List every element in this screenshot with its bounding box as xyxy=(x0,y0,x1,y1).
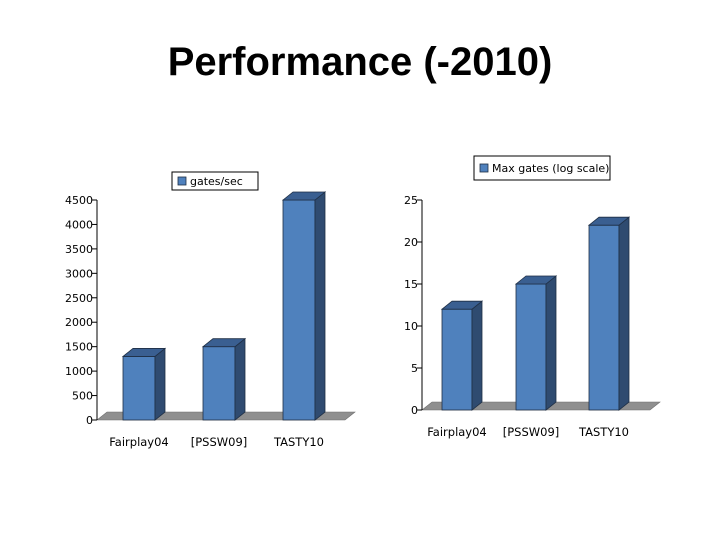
bar-front xyxy=(588,224,620,411)
bar-top xyxy=(201,338,247,348)
bar xyxy=(121,347,167,421)
x-category-label: [PSSW09] xyxy=(503,425,560,439)
legend-box xyxy=(171,171,259,191)
y-tick-label: 15 xyxy=(404,278,418,291)
y-tick-label: 3500 xyxy=(65,243,93,256)
y-tick-label: 0 xyxy=(86,414,93,427)
bar-side xyxy=(618,216,630,411)
x-category-label: [PSSW09] xyxy=(191,435,248,449)
legend-max-gates: Max gates (log scale) xyxy=(473,155,611,181)
bar-side xyxy=(545,275,557,411)
y-tick-label: 1000 xyxy=(65,365,93,378)
bar-top xyxy=(281,191,327,201)
legend-swatch xyxy=(177,176,187,186)
bar xyxy=(440,300,484,411)
y-tick-label: 4000 xyxy=(65,218,93,231)
bar xyxy=(514,275,558,411)
bar-front xyxy=(515,283,547,411)
y-tick-label: 2500 xyxy=(65,292,93,305)
x-category-label: Fairplay04 xyxy=(427,425,487,439)
y-tick-label: 0 xyxy=(411,404,418,417)
y-tick-label: 10 xyxy=(404,320,418,333)
bar-side xyxy=(154,347,166,421)
bar-front xyxy=(282,199,316,421)
chart-2: 0 5 10 15 20 25 Fairplay04 [PSSW09] TASTY10 Max g… xyxy=(404,155,661,439)
bar-top xyxy=(587,216,631,226)
y-tick-label: 3000 xyxy=(65,267,93,280)
y-tick-label: 500 xyxy=(72,390,93,403)
y-tick-label: 4500 xyxy=(65,194,93,207)
bar xyxy=(201,337,247,421)
slide-title: Performance (-2010) xyxy=(167,40,553,84)
chart-1: 0 500 1000 1500 2000 2500 3000 3500 4000 4500 Fair… xyxy=(65,171,356,449)
x-category-label: Fairplay04 xyxy=(109,435,169,449)
bar-front xyxy=(122,356,156,421)
y-tick-label: 5 xyxy=(411,362,418,375)
bar-side xyxy=(234,337,246,421)
bar-side xyxy=(314,191,326,421)
bar-side xyxy=(471,300,483,411)
y-tick-label: 2000 xyxy=(65,316,93,329)
x-category-label: TASTY10 xyxy=(578,425,629,439)
x-category-label: TASTY10 xyxy=(273,435,324,449)
bar xyxy=(587,216,631,411)
y-tick-label: 1500 xyxy=(65,341,93,354)
legend-box xyxy=(473,155,611,181)
bar xyxy=(281,191,327,421)
bar-front xyxy=(202,346,236,421)
bar-top xyxy=(514,275,558,285)
legend-gates-sec: gates/sec xyxy=(171,171,259,191)
legend-label: Max gates (log scale) xyxy=(492,162,609,175)
legend-label: gates/sec xyxy=(190,175,243,188)
bar-front xyxy=(441,308,473,411)
bar-top xyxy=(440,300,484,310)
legend-swatch xyxy=(479,163,489,173)
bar-top xyxy=(121,348,167,357)
y-tick-label: 25 xyxy=(404,194,418,207)
y-tick-label: 20 xyxy=(404,236,418,249)
